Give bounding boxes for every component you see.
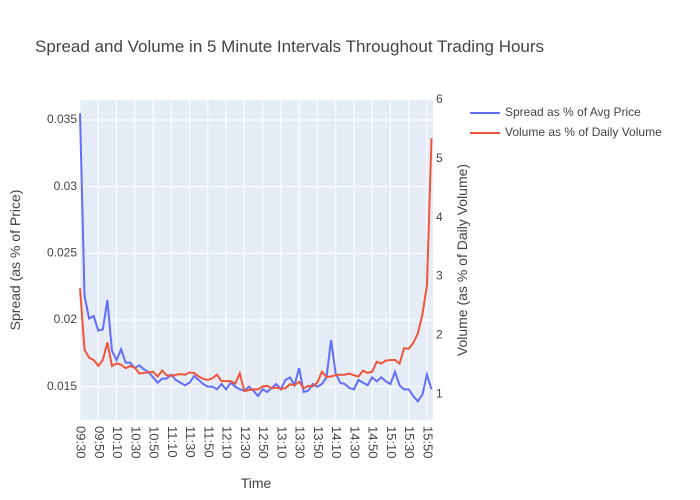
x-tick-label: 12:10 [220, 426, 235, 459]
x-tick-label: 11:30 [183, 426, 198, 458]
y2-tick-label: 5 [436, 151, 443, 165]
y2-tick-label: 1 [436, 386, 443, 400]
y-tick-label: 0.02 [54, 312, 78, 326]
legend-label: Volume as % of Daily Volume [505, 125, 662, 139]
chart-title: Spread and Volume in 5 Minute Intervals … [35, 37, 544, 56]
x-tick-label: 10:10 [110, 426, 125, 459]
x-tick-label: 11:10 [165, 426, 180, 458]
y-tick-label: 0.025 [47, 246, 77, 260]
line-series [79, 113, 433, 403]
legend-label: Spread as % of Avg Price [505, 105, 641, 119]
plot-area [80, 100, 433, 420]
x-tick-label: 14:10 [329, 426, 344, 459]
x-tick-label: 13:10 [274, 426, 289, 459]
y2-tick-label: 2 [436, 327, 443, 341]
x-tick-label: 14:30 [347, 426, 362, 459]
x-tick-label: 12:50 [256, 426, 271, 459]
x-tick-label: 15:30 [402, 426, 417, 459]
x-tick-label: 10:50 [147, 426, 162, 459]
x-tick-label: 10:30 [128, 426, 143, 459]
x-tick-label: 15:50 [420, 426, 435, 459]
x-axis-title: Time [241, 475, 272, 491]
x-tick-label: 13:50 [311, 426, 326, 459]
y2-tick-label: 4 [436, 210, 443, 224]
y-tick-label: 0.035 [47, 112, 77, 126]
y-tick-label: 0.03 [54, 179, 78, 193]
x-tick-label: 15:10 [384, 426, 399, 459]
x-tick-label: 13:30 [293, 426, 308, 459]
y2-tick-label: 3 [436, 269, 443, 283]
y-axis-title: Spread (as % of Price) [7, 190, 23, 331]
x-tick-label: 14:50 [366, 426, 381, 459]
y2-axis-title: Volume (as % of Daily Volume) [454, 164, 470, 356]
line-series [79, 138, 433, 393]
x-tick-label: 12:30 [238, 426, 253, 459]
y2-tick-label: 6 [436, 92, 443, 106]
x-tick-label: 09:30 [74, 426, 89, 459]
x-tick-label: 11:50 [201, 426, 216, 458]
y-tick-label: 0.015 [47, 379, 77, 393]
x-tick-label: 09:50 [92, 426, 107, 459]
